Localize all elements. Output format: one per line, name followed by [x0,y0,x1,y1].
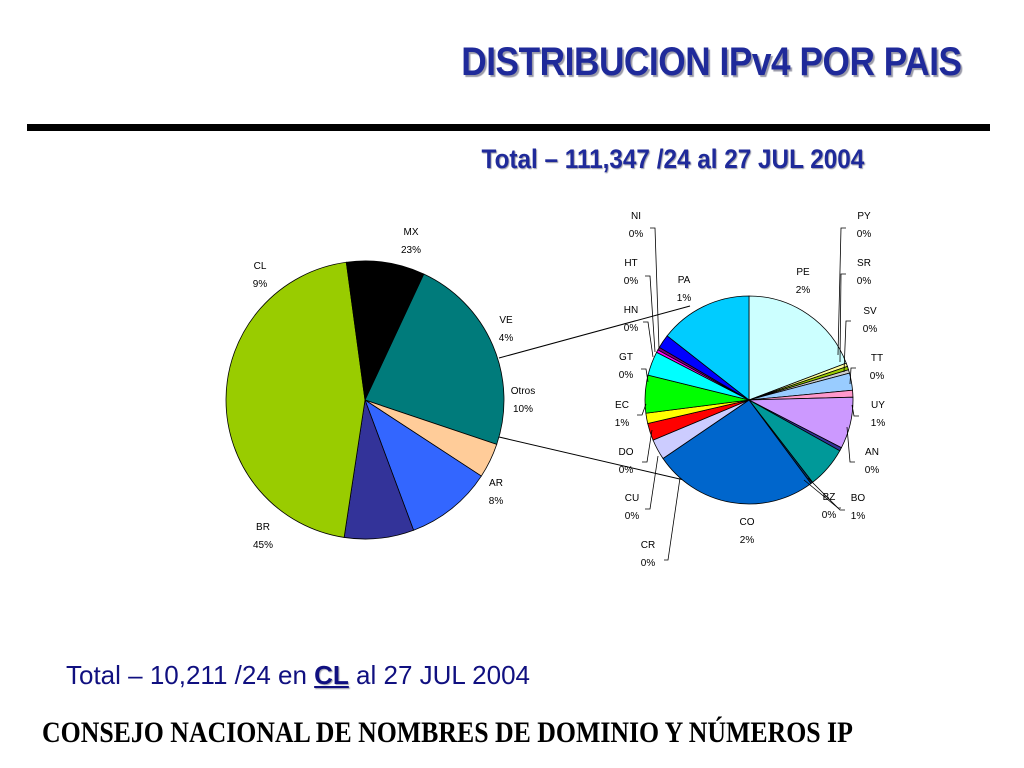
leader-line-7 [664,477,681,561]
breakdown-pie-label-uy-6-percent: 1% [871,418,886,429]
breakdown-pie-label-co-10-name: CO [740,517,755,528]
main-pie-chart [225,260,505,540]
leader-line-13 [846,426,855,463]
main-pie-label-otros-name: Otros [511,386,535,397]
chart-subtitle: Total – 111,347 /24 al 27 JUL 2004 [481,144,864,174]
breakdown-pie-label-bo-8-name: BO [851,493,866,504]
breakdown-pie-label-bz-9-percent: 0% [822,510,837,521]
breakdown-pie-label-an-7-percent: 0% [865,465,880,476]
leader-line-15 [803,479,841,509]
breakdown-pie-label-sr-2-percent: 0% [857,276,872,287]
breakdown-pie-label-bo-8-percent: 1% [851,511,866,522]
main-pie-label-ar-name: AR [489,478,503,489]
breakdown-pie-slice-pa-19 [666,295,750,401]
breakdown-pie-label-tt-4-name: TT [871,353,883,364]
breakdown-pie-label-ec-14-percent: 1% [615,418,630,429]
main-pie-slice-br-4 [225,261,366,538]
breakdown-pie-label-pa-19-name: PA [678,275,691,286]
breakdown-pie-label-co-10-percent: 2% [740,535,755,546]
breakdown-pie-label-cr-11-name: CR [641,540,655,551]
leader-line-1 [645,275,656,353]
breakdown-pie-label-sr-2-name: SR [857,258,871,269]
leader-line-9 [839,273,846,363]
breakdown-pie-label-pa-19-percent: 1% [677,293,692,304]
main-pie-label-mx-percent: 23% [401,245,421,256]
leader-line-14 [807,477,845,511]
main-pie-label-ve-name: VE [499,315,513,326]
breakdown-pie-label-ec-14-name: EC [615,400,629,411]
breakdown-pie-label-uy-6-name: UY [871,400,885,411]
leader-line-8 [837,227,846,356]
breakdown-pie-label-py-1-percent: 0% [857,229,872,240]
otros-breakdown-pie-chart [644,295,854,505]
leader-line-4 [637,403,647,416]
main-pie-label-ve-percent: 4% [499,333,514,344]
breakdown-pie-labels: PE 2% PY 0% SR 0% SV 0% TT 0% UY 1% AN 0% BO 1% BZ 0% CO 2%… [615,211,886,569]
breakdown-pie-label-do-13-name: DO [619,447,634,458]
leader-line-10 [843,320,851,373]
main-pie-label-cl-name: CL [254,261,267,272]
cl-total-prefix: Total – 10,211 /24 en [66,660,315,690]
main-pie-label-br-percent: 45% [253,540,273,551]
main-pie-label-otros-percent: 10% [513,404,533,415]
leader-line-6 [645,455,659,510]
cl-highlight: CL [314,660,349,690]
breakdown-pie-label-an-7-name: AN [865,447,879,458]
main-pie-label-cl-percent: 9% [253,279,268,290]
main-pie-slice-otros-2 [364,398,482,531]
breakdown-pie-label-tt-4-percent: 0% [870,371,885,382]
cl-total-caption: Total – 10,211 /24 en CL al 27 JUL 2004 [66,660,530,691]
breakdown-pie-label-cu-12-name: CU [625,493,639,504]
breakdown-pie-label-pe-0-name: PE [796,267,810,278]
main-pie-slice-mx-0 [364,273,505,445]
breakdown-pie-label-py-1-name: PY [857,211,871,222]
main-pie-label-ar-percent: 8% [489,496,504,507]
leader-line-5 [642,429,653,463]
main-pie-labels: MX 23% VE 4% Otros 10% AR 8% BR 45% CL 9% [253,227,535,551]
main-pie-slice-cl-5 [345,260,425,402]
breakdown-pie-slice-co-10 [662,399,812,505]
breakdown-pie-label-ht-17-name: HT [624,258,637,269]
breakdown-pie-label-hn-16-name: HN [624,305,638,316]
breakdown-pie-slice-pe-0 [748,295,847,401]
connector-line-bottom [498,436,698,484]
leader-line-2 [643,321,654,358]
cl-total-suffix: al 27 JUL 2004 [348,660,530,690]
title-divider [27,124,990,131]
page-title: DISTRIBUCION IPv4 POR PAIS [461,40,963,84]
breakdown-pie-label-ni-18-name: NI [631,211,641,222]
leader-line-11 [849,367,856,385]
breakdown-pie-label-pe-0-percent: 2% [796,285,811,296]
breakdown-pie-label-gt-15-name: GT [619,352,633,363]
organization-footer: CONSEJO NACIONAL DE NOMBRES DE DOMINIO Y… [42,716,853,749]
breakdown-pie-label-ht-17-percent: 0% [624,276,639,287]
leader-line-3 [641,368,649,383]
breakdown-pie-label-cr-11-percent: 0% [641,558,656,569]
label-leader-lines [637,227,859,561]
breakdown-pie-label-do-13-percent: 0% [619,465,634,476]
main-pie-label-br-name: BR [256,522,270,533]
main-pie-label-mx-name: MX [404,227,419,238]
leader-line-12 [851,404,859,417]
leader-line-0 [650,227,660,350]
breakdown-pie-label-hn-16-percent: 0% [624,323,639,334]
breakdown-pie-label-sv-3-name: SV [863,306,877,317]
breakdown-pie-label-cu-12-percent: 0% [625,511,640,522]
breakdown-pie-label-gt-15-percent: 0% [619,370,634,381]
breakdown-pie-label-ni-18-percent: 0% [629,229,644,240]
breakdown-pie-label-bz-9-name: BZ [823,492,836,503]
breakdown-pie-label-sv-3-percent: 0% [863,324,878,335]
